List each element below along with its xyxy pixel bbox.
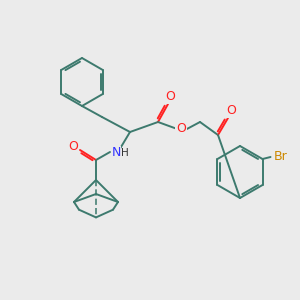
Text: O: O	[176, 122, 186, 136]
Text: O: O	[68, 140, 78, 152]
Text: O: O	[226, 104, 236, 118]
Text: Br: Br	[274, 149, 287, 163]
Text: H: H	[121, 148, 129, 158]
Text: O: O	[165, 91, 175, 103]
Text: N: N	[111, 146, 121, 160]
